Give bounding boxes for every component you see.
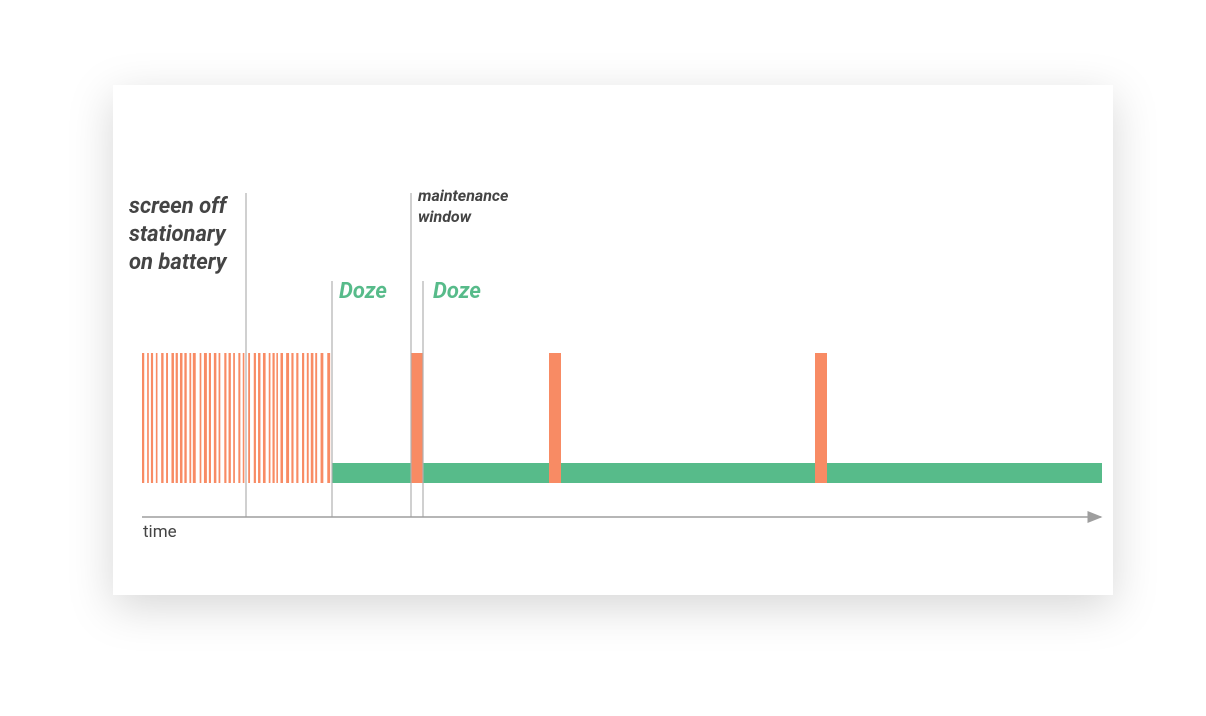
activity-stripe — [296, 353, 299, 483]
doze-label: Doze — [339, 279, 387, 304]
activity-stripe — [147, 353, 149, 483]
activity-stripe — [233, 353, 235, 483]
activity-stripe — [315, 353, 318, 483]
activity-stripe — [310, 353, 314, 483]
activity-stripe — [179, 353, 183, 483]
doze-bar — [332, 463, 1102, 483]
activity-stripe — [189, 353, 192, 483]
doze-label: Doze — [433, 279, 481, 304]
card — [113, 85, 1113, 595]
axis-label: time — [143, 522, 177, 542]
activity-stripe — [268, 353, 271, 483]
maintenance-burst — [549, 353, 561, 483]
activity-stripe — [272, 353, 275, 483]
activity-stripe — [150, 353, 154, 483]
activity-stripes — [142, 353, 331, 483]
maintenance-burst — [815, 353, 827, 483]
activity-stripe — [224, 353, 227, 483]
activity-stripe — [218, 353, 221, 483]
activity-stripe — [175, 353, 178, 483]
activity-stripe — [171, 353, 174, 483]
activity-stripe — [155, 353, 158, 483]
activity-stripe — [238, 353, 241, 483]
activity-stripe — [262, 353, 266, 483]
activity-stripe — [242, 353, 245, 483]
activity-stripe — [199, 353, 202, 483]
activity-stripe — [280, 353, 284, 483]
activity-stripe — [142, 353, 145, 483]
maintenance-burst — [411, 353, 423, 483]
activity-stripe — [258, 353, 261, 483]
trigger-label: screen off — [129, 194, 229, 219]
activity-stripe — [320, 353, 324, 483]
activity-stripe — [253, 353, 256, 483]
activity-stripe — [291, 353, 294, 483]
activity-stripe — [203, 353, 207, 483]
activity-stripe — [184, 353, 187, 483]
trigger-label: stationary — [129, 222, 227, 247]
maintenance-label: window — [418, 207, 472, 226]
activity-stripe — [327, 353, 331, 483]
activity-stripe — [248, 353, 251, 483]
trigger-label: on battery — [129, 250, 228, 275]
maintenance-label: maintenance — [418, 186, 509, 205]
activity-stripe — [161, 353, 164, 483]
activity-stripe — [166, 353, 169, 483]
activity-stripe — [302, 353, 305, 483]
activity-stripe — [286, 353, 290, 483]
activity-stripe — [208, 353, 211, 483]
activity-stripe — [213, 353, 217, 483]
activity-stripe — [192, 353, 196, 483]
activity-stripe — [276, 353, 278, 483]
activity-stripe — [306, 353, 309, 483]
activity-stripe — [228, 353, 231, 483]
